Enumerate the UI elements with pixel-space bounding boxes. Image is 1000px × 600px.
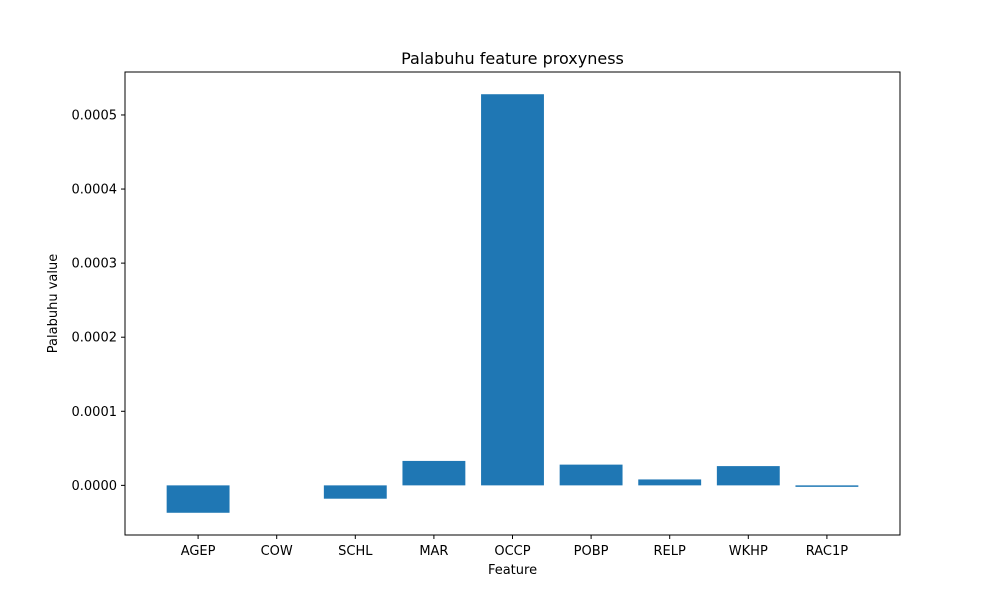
- y-tick-label: 0.0001: [72, 405, 118, 420]
- x-tick-label-schl: SCHL: [338, 544, 373, 559]
- x-axis-label: Feature: [488, 563, 537, 578]
- x-tick-label-rac1p: RAC1P: [806, 544, 849, 559]
- bar-rac1p: [795, 485, 859, 487]
- bars-group: [166, 94, 859, 513]
- bar-wkhp: [716, 466, 780, 486]
- bar-mar: [402, 460, 466, 486]
- y-tick-label: 0.0000: [72, 479, 118, 494]
- y-tick-label: 0.0005: [72, 108, 118, 123]
- bar-pobp: [559, 464, 623, 486]
- bar-agep: [166, 485, 230, 513]
- y-axis: 0.0000 0.0001 0.0002 0.0003 0.0004 0.0005: [72, 108, 125, 494]
- x-tick-label-pobp: POBP: [574, 544, 609, 559]
- bar-occp: [481, 94, 544, 486]
- y-tick-label: 0.0002: [72, 331, 118, 346]
- x-tick-label-mar: MAR: [419, 544, 448, 559]
- x-tick-label-occp: OCCP: [494, 544, 530, 559]
- x-tick-label-agep: AGEP: [181, 544, 216, 559]
- bar-relp: [638, 479, 702, 486]
- y-tick-label: 0.0004: [72, 183, 118, 198]
- x-tick-label-cow: COW: [261, 544, 293, 559]
- bar-schl: [323, 485, 387, 499]
- chart-title: Palabuhu feature proxyness: [401, 49, 624, 68]
- y-axis-label: Palabuhu value: [46, 254, 61, 353]
- y-tick-label: 0.0003: [72, 257, 118, 272]
- x-axis: AGEP COW SCHL MAR OCCP POBP RELP WKHP RAC1P: [181, 535, 849, 559]
- x-tick-label-wkhp: WKHP: [729, 544, 768, 559]
- x-tick-label-relp: RELP: [654, 544, 686, 559]
